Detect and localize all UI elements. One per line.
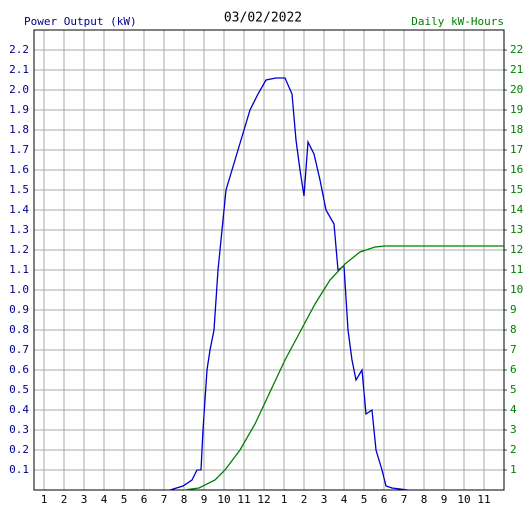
x-tick-label: 3 bbox=[81, 493, 88, 506]
y-tick-label: 1.4 bbox=[9, 203, 29, 216]
y2-tick-label: 16 bbox=[510, 163, 523, 176]
x-tick-label: 9 bbox=[201, 493, 208, 506]
x-tick-label: 6 bbox=[141, 493, 148, 506]
y-tick-label: 2.1 bbox=[9, 63, 29, 76]
y2-tick-label: 2 bbox=[510, 443, 517, 456]
x-tick-label: 10 bbox=[457, 493, 470, 506]
y-tick-label: 0.2 bbox=[9, 443, 29, 456]
y-tick-label: 1.5 bbox=[9, 183, 29, 196]
x-tick-label: 2 bbox=[61, 493, 68, 506]
y-tick-label: 0.7 bbox=[9, 343, 29, 356]
x-tick-label: 9 bbox=[441, 493, 448, 506]
y2-tick-label: 3 bbox=[510, 423, 517, 436]
y-tick-label: 0.4 bbox=[9, 403, 29, 416]
y-axis-label: Power Output (kW) bbox=[24, 15, 137, 28]
x-tick-label: 8 bbox=[181, 493, 188, 506]
y-tick-label: 0.5 bbox=[9, 383, 29, 396]
x-tick-label: 5 bbox=[121, 493, 128, 506]
y2-tick-label: 21 bbox=[510, 63, 523, 76]
y2-tick-label: 7 bbox=[510, 343, 517, 356]
y-tick-label: 0.1 bbox=[9, 463, 29, 476]
y2-tick-label: 5 bbox=[510, 383, 517, 396]
x-tick-label: 8 bbox=[421, 493, 428, 506]
y2-tick-label: 22 bbox=[510, 43, 523, 56]
y-tick-label: 1.9 bbox=[9, 103, 29, 116]
y-tick-label: 1.1 bbox=[9, 263, 29, 276]
y2-tick-label: 19 bbox=[510, 103, 523, 116]
y2-tick-label: 4 bbox=[510, 403, 517, 416]
y2-tick-label: 8 bbox=[510, 323, 517, 336]
y-tick-label: 2.0 bbox=[9, 83, 29, 96]
series-line bbox=[169, 77, 409, 491]
y-tick-label: 1.7 bbox=[9, 143, 29, 156]
chart-title: 03/02/2022 bbox=[224, 11, 302, 26]
y-tick-label: 1.2 bbox=[9, 243, 29, 256]
x-tick-label: 7 bbox=[161, 493, 168, 506]
y2-tick-label: 1 bbox=[510, 463, 517, 476]
x-tick-label: 12 bbox=[257, 493, 270, 506]
plot-frame bbox=[33, 29, 505, 491]
x-tick-label: 11 bbox=[477, 493, 490, 506]
y2-tick-label: 18 bbox=[510, 123, 523, 136]
x-tick-label: 7 bbox=[401, 493, 408, 506]
y2-tick-label: 17 bbox=[510, 143, 523, 156]
y-tick-label: 0.3 bbox=[9, 423, 29, 436]
y-tick-label: 1.8 bbox=[9, 123, 29, 136]
x-tick-label: 5 bbox=[361, 493, 368, 506]
y2-tick-label: 12 bbox=[510, 243, 523, 256]
x-tick-label: 10 bbox=[217, 493, 230, 506]
x-tick-label: 1 bbox=[281, 493, 288, 506]
x-tick-label: 4 bbox=[101, 493, 108, 506]
y-tick-label: 2.2 bbox=[9, 43, 29, 56]
x-tick-label: 6 bbox=[381, 493, 388, 506]
y-tick-label: 1.0 bbox=[9, 283, 29, 296]
y-tick-label: 1.3 bbox=[9, 223, 29, 236]
x-tick-label: 1 bbox=[41, 493, 48, 506]
y2-tick-label: 13 bbox=[510, 223, 523, 236]
x-tick-label: 2 bbox=[301, 493, 308, 506]
x-tick-label: 11 bbox=[237, 493, 250, 506]
y-tick-label: 1.6 bbox=[9, 163, 29, 176]
y2-tick-label: 6 bbox=[510, 363, 517, 376]
y-tick-label: 0.8 bbox=[9, 323, 29, 336]
y-tick-label: 0.9 bbox=[9, 303, 29, 316]
x-tick-label: 4 bbox=[341, 493, 348, 506]
y2-axis-label: Daily kW-Hours bbox=[411, 15, 504, 28]
y2-tick-label: 10 bbox=[510, 283, 523, 296]
y2-tick-label: 14 bbox=[510, 203, 524, 216]
series-line bbox=[183, 245, 504, 491]
y-tick-label: 0.6 bbox=[9, 363, 29, 376]
y2-tick-label: 11 bbox=[510, 263, 523, 276]
y2-tick-label: 9 bbox=[510, 303, 517, 316]
x-tick-label: 3 bbox=[321, 493, 328, 506]
y2-tick-label: 20 bbox=[510, 83, 523, 96]
y2-tick-label: 15 bbox=[510, 183, 523, 196]
